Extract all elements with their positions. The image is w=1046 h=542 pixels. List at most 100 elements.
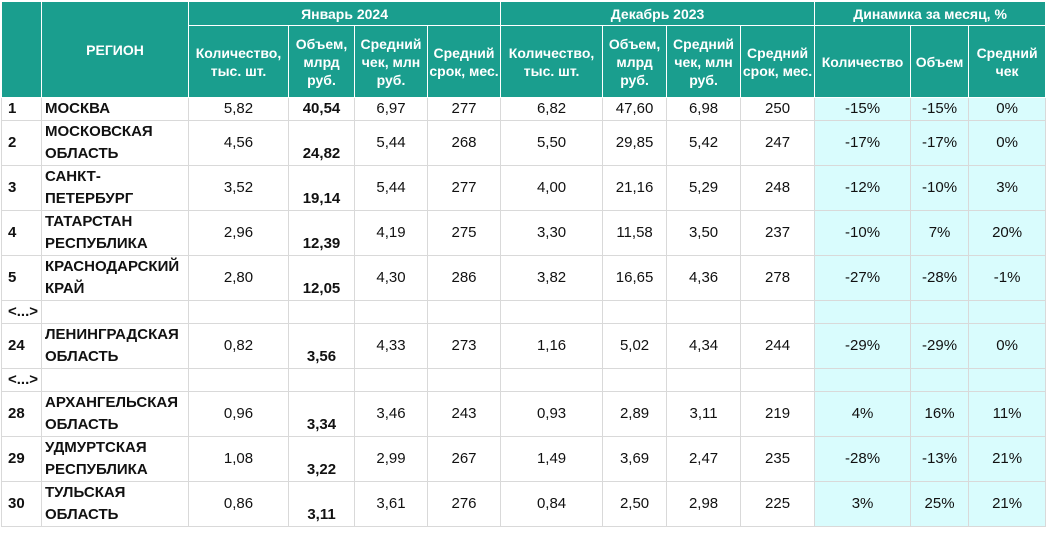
dec-volume: 2,89	[602, 391, 668, 437]
dec-count: 5,50	[500, 120, 604, 166]
row-index: 3	[1, 165, 42, 211]
region-name: ТАТАРСТАН РЕСПУБЛИКА	[41, 210, 189, 256]
dyn-avg-check: 0%	[968, 97, 1046, 121]
col-header: Средний срок, мес.	[740, 25, 816, 98]
empty-cell	[426, 368, 502, 392]
jan-count: 0,96	[188, 391, 289, 437]
empty-cell	[41, 368, 189, 392]
empty-cell	[968, 300, 1046, 324]
jan-volume: 40,54	[288, 97, 355, 121]
jan-avg-term: 267	[426, 436, 502, 482]
jan-avg-term: 243	[426, 391, 502, 437]
empty-cell	[188, 368, 289, 392]
row-index: 1	[1, 97, 42, 121]
dyn-volume: -13%	[910, 436, 970, 482]
jan-count: 1,08	[188, 436, 289, 482]
dec-avg-check: 4,36	[666, 255, 742, 301]
region-name: МОСКОВСКАЯ ОБЛАСТЬ	[41, 120, 189, 166]
jan-volume: 3,11	[288, 481, 355, 527]
dyn-volume: -15%	[910, 97, 970, 121]
empty-cell	[602, 300, 668, 324]
group-header-dec: Декабрь 2023	[500, 1, 816, 26]
dec-avg-term: 219	[740, 391, 816, 437]
empty-cell	[814, 368, 912, 392]
dyn-count: -27%	[814, 255, 912, 301]
empty-cell	[354, 300, 428, 324]
row-index: 24	[1, 323, 42, 369]
dec-avg-check: 3,50	[666, 210, 742, 256]
empty-cell	[41, 300, 189, 324]
dec-count: 0,93	[500, 391, 604, 437]
jan-volume: 24,82	[288, 120, 355, 166]
table-row: 2 МОСКОВСКАЯ ОБЛАСТЬ 4,56 24,82 5,44 268 5,50 2…	[1, 120, 1046, 166]
region-name: КРАСНОДАРСКИЙ КРАЙ	[41, 255, 189, 301]
dyn-volume: 16%	[910, 391, 970, 437]
dyn-avg-check: 3%	[968, 165, 1046, 211]
dec-avg-check: 5,42	[666, 120, 742, 166]
jan-avg-check: 5,44	[354, 120, 428, 166]
dec-count: 6,82	[500, 97, 604, 121]
dyn-volume: -28%	[910, 255, 970, 301]
empty-cell	[500, 368, 604, 392]
dyn-avg-check: -1%	[968, 255, 1046, 301]
dec-avg-check: 4,34	[666, 323, 742, 369]
jan-count: 4,56	[188, 120, 289, 166]
jan-avg-check: 2,99	[354, 436, 428, 482]
row-index: 2	[1, 120, 42, 166]
dec-count: 3,82	[500, 255, 604, 301]
dec-volume: 16,65	[602, 255, 668, 301]
dec-volume: 3,69	[602, 436, 668, 482]
region-name: САНКТ-ПЕТЕРБУРГ	[41, 165, 189, 211]
col-header: Количество	[814, 25, 912, 98]
dec-avg-check: 6,98	[666, 97, 742, 121]
col-header: Средний срок, мес.	[426, 25, 502, 98]
empty-cell	[354, 368, 428, 392]
dec-avg-term: 250	[740, 97, 816, 121]
table-row: 29 УДМУРТСКАЯ РЕСПУБЛИКА 1,08 3,22 2,99 267 1,…	[1, 436, 1046, 482]
row-index: 4	[1, 210, 42, 256]
jan-volume: 3,22	[288, 436, 355, 482]
dec-count: 1,49	[500, 436, 604, 482]
jan-count: 5,82	[188, 97, 289, 121]
empty-cell	[740, 368, 816, 392]
dyn-count: -28%	[814, 436, 912, 482]
empty-cell	[814, 300, 912, 324]
dec-avg-term: 278	[740, 255, 816, 301]
jan-avg-term: 268	[426, 120, 502, 166]
dyn-count: 4%	[814, 391, 912, 437]
dec-avg-check: 3,11	[666, 391, 742, 437]
dyn-count: 3%	[814, 481, 912, 527]
jan-avg-check: 6,97	[354, 97, 428, 121]
jan-avg-check: 3,61	[354, 481, 428, 527]
dyn-avg-check: 21%	[968, 436, 1046, 482]
empty-cell	[910, 368, 970, 392]
empty-cell	[288, 300, 355, 324]
col-header: Средний чек, млн руб.	[666, 25, 742, 98]
jan-count: 0,82	[188, 323, 289, 369]
dyn-avg-check: 21%	[968, 481, 1046, 527]
table-row: 28 АРХАНГЕЛЬСКАЯ ОБЛАСТЬ 0,96 3,34 3,46 243 0,…	[1, 391, 1046, 437]
table-row: 30 ТУЛЬСКАЯ ОБЛАСТЬ 0,86 3,11 3,61 276 0,84 2,5…	[1, 481, 1046, 527]
table-body: 1 МОСКВА 5,82 40,54 6,97 277 6,82 47,60 6,98 250-…	[1, 97, 1046, 527]
jan-avg-term: 273	[426, 323, 502, 369]
table-row: 5 КРАСНОДАРСКИЙ КРАЙ 2,80 12,05 4,30 286 3,82 1…	[1, 255, 1046, 301]
dyn-count: -29%	[814, 323, 912, 369]
col-header: Объем, млрд руб.	[288, 25, 355, 98]
gap-row: <...>	[1, 300, 1046, 324]
col-header: Количество, тыс. шт.	[188, 25, 289, 98]
dyn-volume: 7%	[910, 210, 970, 256]
row-index: 30	[1, 481, 42, 527]
dec-avg-check: 5,29	[666, 165, 742, 211]
empty-cell	[666, 300, 742, 324]
dec-avg-term: 235	[740, 436, 816, 482]
dec-volume: 5,02	[602, 323, 668, 369]
empty-cell	[666, 368, 742, 392]
dyn-avg-check: 11%	[968, 391, 1046, 437]
dyn-volume: 25%	[910, 481, 970, 527]
dec-volume: 2,50	[602, 481, 668, 527]
dyn-count: -17%	[814, 120, 912, 166]
dyn-volume: -29%	[910, 323, 970, 369]
dec-count: 1,16	[500, 323, 604, 369]
dec-volume: 11,58	[602, 210, 668, 256]
region-name: АРХАНГЕЛЬСКАЯ ОБЛАСТЬ	[41, 391, 189, 437]
